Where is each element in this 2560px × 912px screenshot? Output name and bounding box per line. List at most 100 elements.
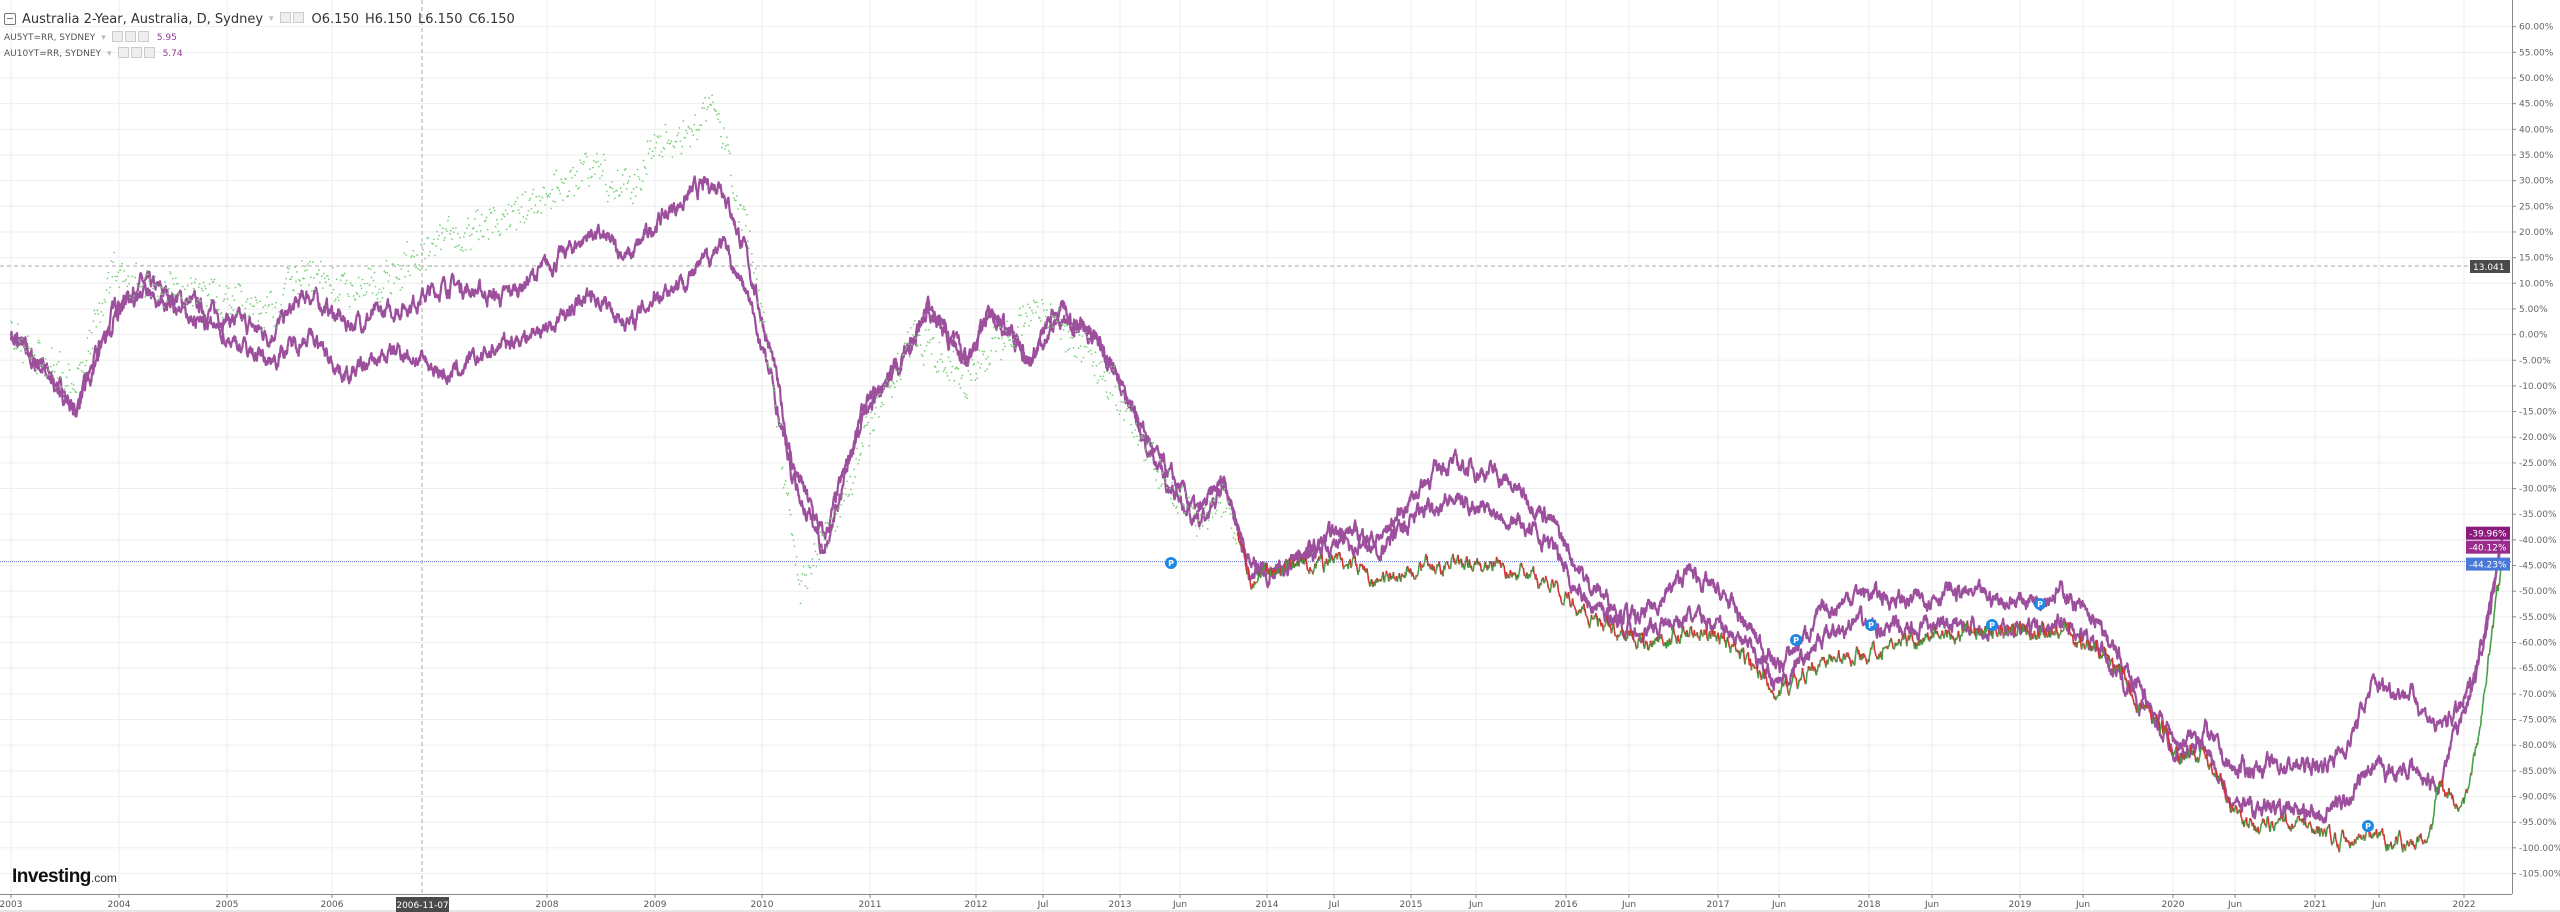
main-series-dot bbox=[1176, 512, 1179, 514]
main-series-dot bbox=[22, 361, 24, 364]
main-series-dot bbox=[702, 102, 705, 105]
main-series-dot bbox=[1012, 338, 1014, 341]
main-series-dot bbox=[934, 366, 937, 369]
main-series-dot bbox=[11, 321, 13, 324]
main-series-dot bbox=[1103, 371, 1106, 373]
main-series-dot bbox=[486, 228, 489, 231]
main-series-dot bbox=[425, 268, 428, 271]
main-series-dot bbox=[162, 293, 164, 296]
main-series-dot bbox=[903, 342, 906, 345]
main-series-dot bbox=[557, 187, 560, 190]
main-series-dot bbox=[1220, 515, 1223, 518]
main-series-dot bbox=[704, 96, 707, 99]
main-series-dot bbox=[827, 522, 830, 525]
main-series-dot bbox=[541, 196, 544, 199]
main-series-dot bbox=[831, 517, 834, 520]
main-series-dot bbox=[517, 209, 520, 212]
legend-overlay-au10yt[interactable]: AU10YT=RR, SYDNEY ▾ 5.74 bbox=[4, 46, 515, 62]
main-series-dot bbox=[625, 188, 628, 190]
legend-main-series[interactable]: Australia 2-Year, Australia, D, Sydney ▾… bbox=[4, 8, 515, 30]
main-series-dot bbox=[1010, 343, 1012, 346]
time-axis[interactable]: 2003 2004 2005 2006 2008 2009 2010 2011 2012 Jul 2… bbox=[0, 894, 2560, 912]
main-series-dot bbox=[164, 281, 166, 283]
main-series-dot bbox=[176, 282, 179, 285]
main-series-dot bbox=[478, 224, 481, 227]
x-tick-label: 2003 bbox=[0, 900, 22, 910]
main-series-dot bbox=[1145, 458, 1147, 461]
main-series-dot bbox=[592, 166, 594, 169]
main-series-dot bbox=[889, 384, 892, 387]
series-buttons[interactable] bbox=[111, 31, 151, 45]
main-series-dot bbox=[963, 392, 966, 395]
main-series-dot bbox=[984, 370, 987, 373]
x-tick-label: Jun bbox=[2371, 900, 2386, 910]
main-series-dot bbox=[894, 369, 897, 372]
y-tick-label: -40.00% bbox=[2519, 536, 2557, 546]
main-series-dot bbox=[208, 283, 211, 285]
main-series-dot bbox=[1032, 299, 1035, 302]
main-series-dot bbox=[163, 306, 165, 309]
main-series-dot bbox=[1173, 489, 1176, 492]
y-tick-label: -65.00% bbox=[2519, 664, 2557, 674]
main-series-dot bbox=[155, 284, 157, 287]
y-tick-label: -55.00% bbox=[2519, 613, 2557, 623]
main-series-dot bbox=[1211, 516, 1214, 519]
main-series-dot bbox=[172, 283, 175, 286]
main-series-dot bbox=[72, 384, 75, 386]
main-series-dot bbox=[1210, 502, 1213, 505]
main-series-dot bbox=[896, 352, 899, 355]
legend-overlay-au5yt[interactable]: AU5YT=RR, SYDNEY ▾ 5.95 bbox=[4, 30, 515, 46]
series-buttons[interactable] bbox=[117, 47, 157, 61]
main-series-dot bbox=[768, 349, 771, 352]
main-series-dot bbox=[611, 187, 614, 190]
main-series-dot bbox=[1038, 317, 1041, 320]
main-series-dot bbox=[879, 393, 881, 395]
main-series-dot bbox=[757, 289, 760, 292]
main-series-dot bbox=[551, 188, 554, 191]
main-series-dot bbox=[904, 348, 907, 351]
main-series-dot bbox=[1101, 378, 1104, 381]
main-series-dot bbox=[240, 290, 243, 293]
main-series-dot bbox=[814, 550, 817, 553]
main-series-dot bbox=[343, 272, 346, 275]
main-series-dot bbox=[1061, 323, 1064, 326]
main-series-dot bbox=[979, 366, 982, 369]
caret-down-icon[interactable]: ▾ bbox=[101, 33, 106, 43]
main-series-dot bbox=[352, 295, 355, 297]
main-series-dot bbox=[921, 355, 924, 357]
main-series-dot bbox=[346, 292, 349, 295]
main-series-dot bbox=[397, 263, 400, 266]
main-series-dot bbox=[935, 371, 938, 373]
caret-down-icon[interactable]: ▾ bbox=[269, 14, 274, 24]
main-series-dot bbox=[317, 269, 320, 272]
main-series-dot bbox=[686, 132, 689, 135]
main-series-dot bbox=[366, 282, 369, 285]
main-series-dot bbox=[866, 424, 868, 427]
event-markers[interactable]: P P P P P P bbox=[1165, 557, 2374, 832]
main-series-dot bbox=[253, 305, 256, 308]
main-series-dot bbox=[78, 364, 81, 366]
main-series-dot bbox=[120, 265, 123, 268]
main-series-dot bbox=[1181, 503, 1184, 505]
main-series-dot bbox=[1097, 379, 1100, 382]
main-series-dot bbox=[571, 176, 573, 179]
main-series-dot bbox=[1074, 330, 1077, 332]
main-series-dot bbox=[1031, 312, 1034, 315]
series-buttons[interactable] bbox=[279, 11, 306, 27]
main-series-dot bbox=[959, 386, 962, 389]
last-value-badge bbox=[2466, 557, 2510, 571]
main-series-dot bbox=[565, 178, 568, 180]
main-series-dot bbox=[509, 224, 512, 226]
price-axis[interactable]: 60.00% 55.00% 50.00% 45.00% 40.00% 35.00% 30.0… bbox=[2512, 0, 2560, 894]
x-tick-label: 2020 bbox=[2162, 900, 2185, 910]
main-series-dot bbox=[313, 288, 316, 291]
main-series-dot bbox=[246, 298, 249, 301]
main-series-dot bbox=[448, 215, 450, 218]
minus-square-icon[interactable] bbox=[4, 13, 16, 25]
main-series-dot bbox=[1133, 436, 1136, 438]
main-series-dot bbox=[587, 177, 589, 179]
caret-down-icon[interactable]: ▾ bbox=[107, 49, 112, 59]
main-series-dot bbox=[543, 187, 546, 189]
main-series-dot bbox=[1100, 360, 1103, 363]
